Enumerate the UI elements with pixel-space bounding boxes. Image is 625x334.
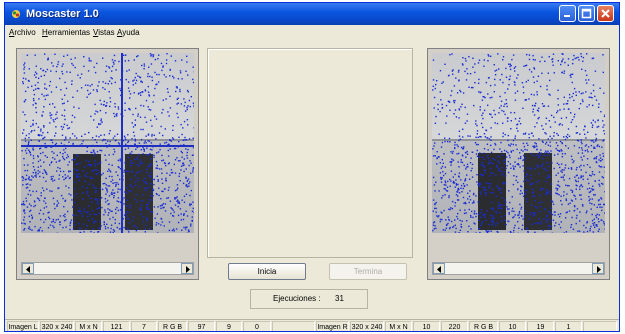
right-image-panel [427,48,610,280]
left-camera-image[interactable] [21,53,194,233]
status-image-l-g: 9 [216,321,242,331]
status-image-r-mxn-label: M x N [385,321,412,331]
status-image-l-n: 7 [131,321,157,331]
right-scroll-left-button[interactable] [433,263,445,274]
app-icon [12,10,20,18]
status-image-l-m: 121 [103,321,130,331]
menu-herramientas[interactable]: Herramientas [42,28,91,37]
close-button[interactable] [597,5,614,22]
status-image-l-mxn-label: M x N [75,321,102,331]
start-button[interactable]: Inicia [228,263,306,280]
scroll-left-icon [26,266,30,273]
status-image-l-b: 0 [243,321,271,331]
status-spacer [272,321,315,331]
stop-button[interactable]: Termina [329,263,407,280]
status-image-r-n: 220 [441,321,468,331]
center-panel [207,48,413,258]
status-image-r-m: 10 [413,321,440,331]
scroll-right-icon [597,266,601,273]
status-image-r-rgb-label: R G B [469,321,498,331]
left-image-view[interactable] [21,53,194,233]
scroll-right-icon [186,266,190,273]
status-trailing [583,321,617,331]
right-horizontal-scrollbar[interactable] [432,262,605,275]
maximize-button[interactable] [578,5,595,22]
close-icon [601,9,610,18]
right-camera-image[interactable] [432,53,605,233]
status-image-r-size: 320 x 240 [350,321,384,331]
right-scroll-right-button[interactable] [592,263,604,274]
menu-bar: Archivo Herramientas Vistas Ayuda [5,25,619,41]
left-scroll-left-button[interactable] [22,263,34,274]
status-image-r-g: 19 [527,321,554,331]
status-image-r-label: Imagen R [316,321,349,331]
status-image-l-rgb-label: R G B [158,321,187,331]
menu-ayuda[interactable]: Ayuda [117,28,140,37]
status-image-r-b: 1 [555,321,582,331]
status-image-l-r: 97 [188,321,215,331]
minimize-button[interactable] [559,5,576,22]
status-image-r-r: 10 [499,321,526,331]
menu-vistas[interactable]: Vistas [93,28,115,37]
app-window: Moscaster 1.0 Archivo Herramientas Vista… [4,2,620,332]
scroll-left-icon [437,266,441,273]
left-scroll-right-button[interactable] [181,263,193,274]
title-bar[interactable]: Moscaster 1.0 [5,3,619,25]
window-title: Moscaster 1.0 [26,8,99,20]
executions-label: Ejecuciones : [273,294,321,303]
minimize-icon [564,15,570,17]
status-bar: Imagen L 320 x 240 M x N 121 7 R G B 97 … [5,319,619,331]
left-horizontal-scrollbar[interactable] [21,262,194,275]
executions-box: Ejecuciones : 31 [250,289,368,309]
left-image-panel [16,48,199,280]
executions-value: 31 [335,294,344,303]
status-image-l-size: 320 x 240 [40,321,74,331]
status-image-l-label: Imagen L [7,321,39,331]
menu-archivo[interactable]: Archivo [9,28,36,37]
maximize-icon [581,8,592,19]
right-image-view[interactable] [432,53,605,233]
